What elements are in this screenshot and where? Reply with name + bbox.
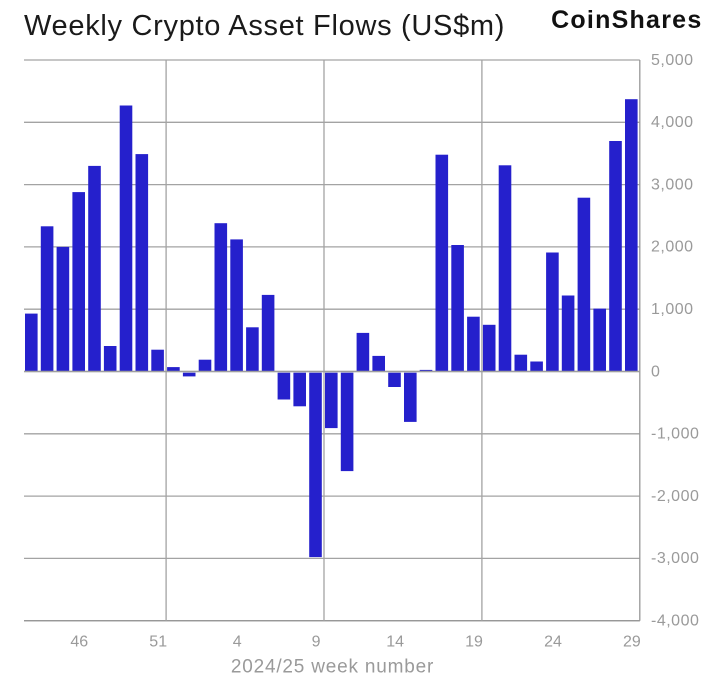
svg-text:4,000: 4,000 <box>651 114 694 131</box>
svg-text:5,000: 5,000 <box>651 52 694 69</box>
svg-text:24: 24 <box>544 634 562 651</box>
svg-text:0: 0 <box>651 363 660 380</box>
svg-text:51: 51 <box>149 634 167 651</box>
svg-text:-1,000: -1,000 <box>651 426 699 443</box>
svg-text:-2,000: -2,000 <box>651 488 699 505</box>
svg-text:2,000: 2,000 <box>651 239 694 256</box>
svg-text:9: 9 <box>312 634 321 651</box>
svg-text:-4,000: -4,000 <box>651 613 699 630</box>
svg-text:1,000: 1,000 <box>651 301 694 318</box>
svg-text:3,000: 3,000 <box>651 176 694 193</box>
svg-text:4: 4 <box>233 634 242 651</box>
svg-text:19: 19 <box>465 634 483 651</box>
svg-text:46: 46 <box>70 634 88 651</box>
svg-text:-3,000: -3,000 <box>651 550 699 567</box>
svg-text:2024/25 week number: 2024/25 week number <box>231 657 434 678</box>
svg-text:29: 29 <box>623 634 641 651</box>
svg-text:14: 14 <box>386 634 404 651</box>
